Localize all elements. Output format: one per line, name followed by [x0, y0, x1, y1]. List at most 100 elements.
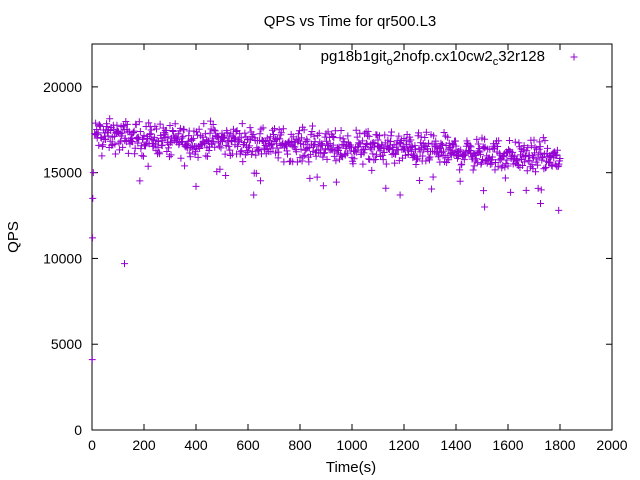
- data-point: [406, 133, 414, 141]
- data-point: [456, 166, 464, 174]
- data-point: [435, 145, 443, 153]
- data-point: [553, 146, 561, 154]
- legend: pg18b1gito2nofp.cx10cw2c32r128: [321, 48, 578, 68]
- data-point: [154, 143, 162, 151]
- data-point: [373, 142, 381, 150]
- data-point: [222, 171, 230, 179]
- data-point: [414, 155, 422, 163]
- data-point: [408, 142, 416, 150]
- data-point: [481, 203, 489, 211]
- data-point: [89, 194, 97, 202]
- data-point: [376, 147, 384, 155]
- data-point: [382, 160, 390, 168]
- data-point: [164, 144, 172, 152]
- data-point: [147, 126, 155, 134]
- data-point: [352, 126, 360, 134]
- data-point: [150, 133, 158, 141]
- data-point: [111, 150, 119, 158]
- data-point: [259, 137, 267, 145]
- data-point: [365, 155, 373, 163]
- data-point: [490, 144, 498, 152]
- data-point: [99, 141, 107, 149]
- data-point: [477, 160, 485, 168]
- x-tick-label: 1600: [492, 437, 523, 453]
- data-point: [232, 127, 240, 135]
- data-point: [387, 132, 395, 140]
- data-point: [181, 162, 189, 170]
- data-point: [91, 130, 99, 138]
- data-point: [430, 132, 438, 140]
- data-point: [407, 136, 415, 144]
- data-point: [366, 144, 374, 152]
- data-point: [369, 150, 377, 158]
- x-tick-label: 1000: [336, 437, 367, 453]
- data-point: [176, 124, 184, 132]
- data-point: [537, 200, 544, 208]
- data-point: [159, 137, 167, 145]
- data-point: [473, 135, 481, 143]
- data-point: [275, 148, 283, 156]
- data-point: [360, 149, 368, 157]
- data-point: [307, 131, 315, 139]
- data-point: [555, 160, 563, 168]
- data-point: [552, 152, 560, 160]
- legend-subscript: o: [387, 56, 393, 68]
- data-point: [461, 151, 469, 159]
- data-point: [104, 132, 112, 140]
- data-point: [521, 158, 529, 166]
- data-point: [531, 149, 539, 157]
- data-point: [89, 234, 97, 242]
- data-point: [365, 132, 373, 140]
- data-point: [523, 147, 531, 155]
- data-point: [98, 142, 106, 150]
- data-point: [313, 173, 321, 181]
- data-point: [458, 160, 466, 168]
- data-point: [293, 158, 301, 166]
- data-point: [189, 135, 197, 143]
- data-point: [167, 151, 175, 159]
- data-point: [376, 132, 384, 140]
- data-point: [279, 125, 287, 133]
- data-point: [174, 130, 182, 138]
- data-point: [501, 163, 509, 171]
- data-point: [169, 128, 177, 136]
- data-point: [246, 124, 254, 132]
- data-point: [103, 123, 111, 131]
- data-point: [303, 137, 311, 145]
- data-point: [102, 135, 110, 143]
- data-point: [124, 149, 132, 157]
- data-point: [392, 141, 400, 149]
- data-point: [416, 148, 424, 156]
- data-point: [178, 134, 186, 142]
- data-point: [420, 146, 428, 154]
- data-point: [308, 122, 316, 130]
- data-point: [396, 191, 404, 199]
- data-point: [226, 146, 234, 154]
- data-point: [488, 160, 496, 168]
- data-point: [542, 164, 550, 172]
- data-point: [144, 135, 152, 143]
- data-point: [96, 122, 104, 130]
- data-point: [494, 143, 502, 151]
- data-point: [209, 120, 217, 128]
- data-point: [361, 146, 369, 154]
- data-point: [134, 139, 142, 147]
- y-tick-label: 0: [74, 422, 82, 438]
- data-point: [395, 132, 403, 140]
- data-point: [238, 120, 246, 128]
- data-point: [95, 121, 103, 129]
- data-point: [511, 138, 519, 146]
- data-point: [203, 152, 211, 160]
- data-point: [230, 134, 238, 142]
- data-point: [541, 137, 549, 145]
- data-point: [93, 126, 101, 134]
- data-point: [162, 126, 170, 134]
- data-point: [145, 119, 153, 127]
- data-point: [412, 156, 420, 164]
- data-point: [305, 158, 313, 166]
- data-point: [282, 142, 290, 150]
- data-point: [479, 155, 487, 163]
- data-point: [556, 155, 564, 163]
- data-point: [359, 160, 367, 168]
- data-point: [457, 161, 465, 169]
